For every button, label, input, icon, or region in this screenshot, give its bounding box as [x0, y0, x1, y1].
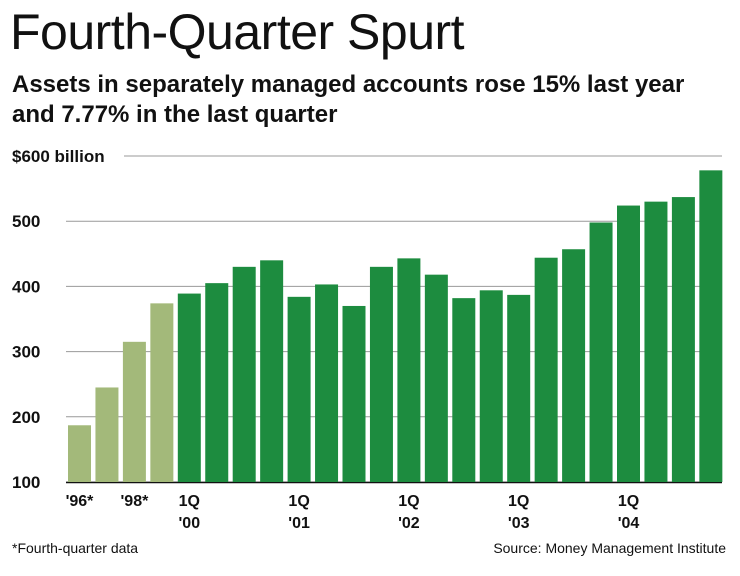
- bar-23: [699, 170, 723, 482]
- bar-22: [671, 197, 695, 483]
- bar-2: [122, 341, 146, 482]
- source-credit: Source: Money Management Institute: [493, 540, 726, 556]
- x-tick-label: 1Q: [179, 493, 200, 510]
- y-tick-label-400: 400: [12, 277, 40, 296]
- bar-21: [644, 201, 668, 482]
- x-tick-label: '04: [618, 515, 640, 532]
- x-tick-label: 1Q: [508, 493, 529, 510]
- bar-12: [397, 258, 421, 482]
- x-tick-label: '02: [398, 515, 420, 532]
- y-tick-label-500: 500: [12, 212, 40, 231]
- bar-1: [95, 387, 119, 482]
- bar-11: [369, 266, 393, 482]
- bar-19: [589, 222, 613, 482]
- x-tick-label: '98*: [120, 493, 149, 510]
- bar-5: [205, 283, 229, 482]
- x-tick-label: '01: [288, 515, 310, 532]
- bar-8: [287, 296, 311, 482]
- y-axis-ticks: 100 200 300 400 500 $600 billion: [12, 147, 105, 492]
- bar-18: [562, 249, 586, 482]
- bar-10: [342, 305, 366, 482]
- bar-16: [507, 294, 531, 482]
- bar-20: [617, 205, 640, 482]
- y-tick-label-100: 100: [12, 473, 40, 492]
- x-tick-label: 1Q: [618, 493, 639, 510]
- x-tick-label: '00: [178, 515, 200, 532]
- y-tick-label-200: 200: [12, 408, 40, 427]
- bar-17: [534, 257, 558, 482]
- bar-14: [452, 298, 476, 482]
- gridlines: [66, 155, 722, 484]
- bar-7: [260, 260, 284, 482]
- chart-subtitle: Assets in separately managed accounts ro…: [12, 71, 685, 128]
- x-tick-label: '96*: [66, 493, 95, 510]
- bar-15: [479, 290, 503, 482]
- bar-13: [424, 274, 448, 482]
- x-tick-label: 1Q: [398, 493, 419, 510]
- x-tick-label: '03: [508, 515, 530, 532]
- bar-9: [315, 284, 339, 482]
- bar-6: [232, 266, 256, 482]
- y-tick-label-600: $600 billion: [12, 147, 105, 166]
- y-tick-label-300: 300: [12, 343, 40, 362]
- chart-title: Fourth-Quarter Spurt: [10, 4, 465, 60]
- bars: [68, 170, 723, 483]
- bar-4: [177, 293, 201, 482]
- footnote: *Fourth-quarter data: [12, 540, 139, 556]
- x-axis-ticks: '96* '98* 1Q '00 1Q '01 1Q '02 1Q '03 1Q '04: [66, 493, 640, 532]
- bar-3: [150, 303, 174, 482]
- bar-0: [68, 425, 91, 482]
- x-tick-label: 1Q: [288, 493, 309, 510]
